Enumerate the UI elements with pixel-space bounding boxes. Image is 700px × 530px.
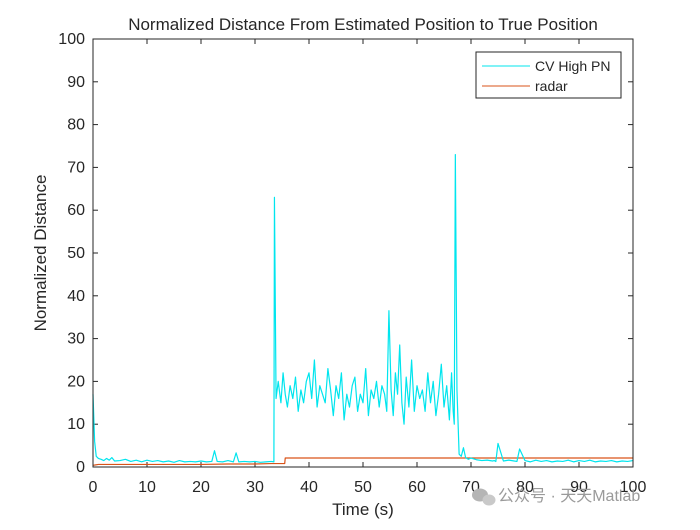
y-tick-label: 90 <box>67 74 85 91</box>
legend-label-cv-high-pn: CV High PN <box>535 58 610 74</box>
y-tick-label: 100 <box>58 31 85 48</box>
x-axis-label: Time (s) <box>332 500 394 519</box>
plot-frame <box>92 38 634 468</box>
watermark-text: 公众号 · 天天Matlab <box>498 487 640 505</box>
series-line-radar <box>92 457 633 466</box>
x-tick-label: 40 <box>300 479 318 496</box>
y-tick-label: 20 <box>67 373 85 390</box>
y-tick-label: 0 <box>76 459 85 476</box>
y-tick-label: 50 <box>67 245 85 262</box>
chart-title: Normalized Distance From Estimated Posit… <box>128 15 598 34</box>
x-tick-label: 0 <box>89 479 98 496</box>
x-tick-label: 20 <box>192 479 210 496</box>
y-tick-label: 40 <box>67 288 85 305</box>
y-tick-label: 60 <box>67 202 85 219</box>
x-tick-label: 50 <box>354 479 372 496</box>
y-tick-label: 80 <box>67 117 85 134</box>
legend-box <box>475 51 622 99</box>
y-tick-label: 30 <box>67 331 85 348</box>
legend-label-radar: radar <box>535 78 568 94</box>
x-tick-label: 60 <box>408 479 426 496</box>
y-tick-label: 70 <box>67 159 85 176</box>
series-layer <box>92 153 634 466</box>
x-tick-label: 90 <box>570 479 588 496</box>
y-tick-label: 10 <box>67 416 85 433</box>
x-tick-label: 80 <box>516 479 534 496</box>
series-line-cv-high-pn <box>92 153 634 463</box>
x-tick-label: 10 <box>138 479 156 496</box>
wechat-icon <box>472 488 496 506</box>
x-tick-label: 100 <box>620 479 647 496</box>
x-axis: 0 10 20 30 40 50 60 70 80 90 100 <box>89 39 647 496</box>
watermark: 公众号 · 天天Matlab <box>472 487 640 506</box>
y-axis-label: Normalized Distance <box>31 175 50 332</box>
y-axis: 0 10 20 30 40 50 60 70 80 90 100 <box>58 31 633 476</box>
x-tick-label: 30 <box>246 479 264 496</box>
legend: CV High PN radar <box>475 51 622 99</box>
